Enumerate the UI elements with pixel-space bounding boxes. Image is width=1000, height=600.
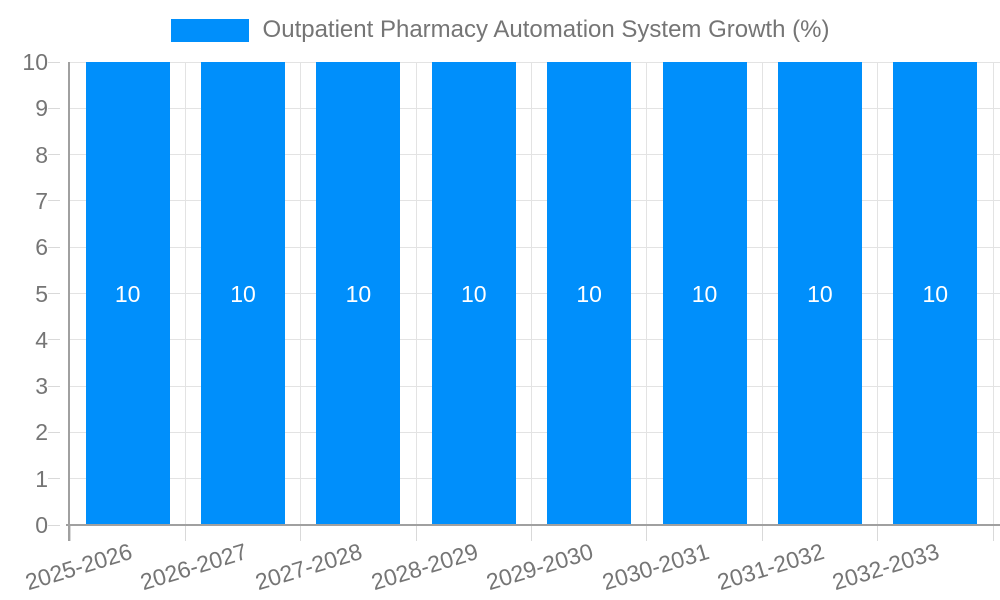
y-tick: [48, 339, 60, 341]
y-axis-label: 9: [35, 95, 48, 122]
x-gridline: [992, 62, 994, 525]
y-axis-label: 8: [35, 141, 48, 168]
legend-label: Outpatient Pharmacy Automation System Gr…: [262, 16, 830, 43]
y-gridline: [70, 200, 1000, 202]
x-gridline: [300, 62, 302, 525]
bar-value-label: 10: [922, 280, 949, 307]
y-tick: [48, 385, 60, 387]
y-gridline: [70, 478, 1000, 480]
bar-value-label: 10: [576, 280, 602, 307]
x-gridline: [646, 62, 648, 525]
x-axis-label: 2028-2029: [368, 538, 481, 596]
y-tick: [48, 524, 60, 526]
bar-2026-2027[interactable]: [201, 62, 286, 524]
bar-2029-2030[interactable]: [547, 62, 632, 524]
y-axis-label: 4: [35, 326, 48, 353]
y-gridline: [70, 61, 1000, 63]
bar-2028-2029[interactable]: [431, 62, 516, 524]
y-tick: [48, 61, 60, 63]
x-axis-label: 2030-2031: [598, 538, 712, 596]
x-gridline: [415, 62, 417, 525]
x-gridline: [761, 62, 763, 525]
x-gridline: [877, 62, 879, 525]
y-gridline: [70, 385, 1000, 387]
y-tick: [48, 431, 60, 433]
bar-value-label: 10: [114, 280, 141, 307]
bar-value-label: 10: [345, 280, 372, 307]
x-tick: [415, 525, 417, 541]
x-tick: [184, 525, 186, 541]
bar-2031-2032[interactable]: [777, 62, 862, 524]
y-axis-label: 10: [22, 49, 48, 75]
bar-2032-2033[interactable]: [893, 62, 978, 524]
x-axis-label: 2027-2028: [252, 538, 366, 596]
y-axis-label: 3: [35, 373, 48, 400]
y-axis-label: 1: [35, 465, 48, 492]
y-gridline: [70, 339, 1000, 341]
legend[interactable]: Outpatient Pharmacy Automation System Gr…: [0, 18, 1000, 42]
x-axis-label: 2031-2032: [714, 538, 827, 596]
y-gridline: [70, 293, 1000, 294]
x-tick: [761, 525, 763, 541]
x-tick: [992, 525, 994, 541]
bar-value-label: 10: [230, 280, 256, 307]
legend-swatch-icon: [170, 18, 249, 42]
y-gridline: [70, 431, 1000, 433]
y-axis-line: [68, 62, 70, 541]
y-tick: [48, 154, 60, 156]
y-axis-label: 6: [35, 234, 48, 261]
x-axis-line: [66, 524, 1000, 526]
x-tick: [300, 525, 302, 541]
y-tick: [48, 293, 60, 294]
y-tick: [48, 478, 60, 480]
x-axis-label: 2026-2027: [137, 538, 251, 596]
x-tick: [531, 525, 532, 541]
y-tick: [48, 246, 60, 248]
y-tick: [48, 107, 60, 109]
y-axis-label: 2: [35, 419, 48, 446]
x-tick: [69, 525, 71, 541]
x-axis-label: 2025-2026: [21, 538, 135, 596]
y-axis-label: 7: [35, 187, 48, 214]
bar-2027-2028[interactable]: [316, 62, 401, 524]
x-axis-label: 2029-2030: [483, 538, 597, 596]
x-axis-label: 2032-2033: [829, 538, 943, 596]
bar-value-label: 10: [691, 280, 718, 307]
x-gridline: [184, 62, 186, 525]
y-tick: [48, 200, 60, 202]
bar-2030-2031[interactable]: [662, 62, 747, 524]
bar-value-label: 10: [807, 280, 833, 307]
x-tick: [646, 525, 648, 541]
y-axis-label: 5: [35, 280, 48, 307]
bar-value-label: 10: [461, 280, 487, 307]
x-tick: [877, 525, 879, 541]
y-gridline: [70, 154, 1000, 156]
y-gridline: [70, 107, 1000, 109]
bar-2025-2026[interactable]: [85, 62, 170, 524]
x-gridline: [531, 62, 532, 525]
y-gridline: [70, 246, 1000, 248]
y-axis-label: 0: [35, 512, 48, 538]
